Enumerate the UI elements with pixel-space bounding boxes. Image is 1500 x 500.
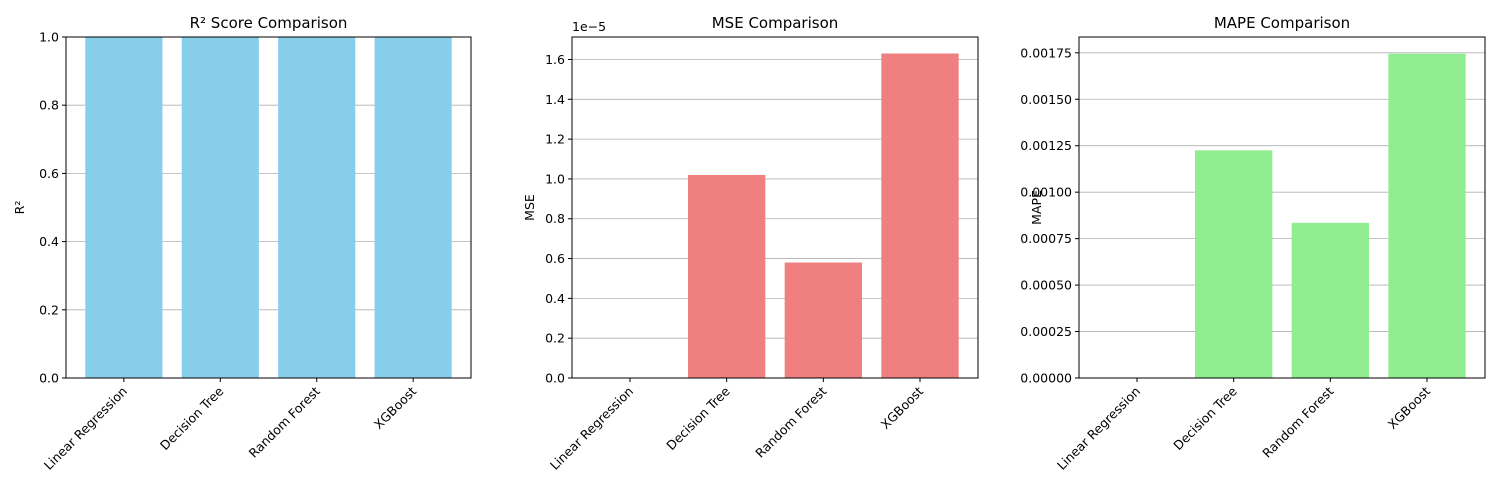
y-offset-text: 1e−5	[572, 19, 606, 34]
bar	[688, 174, 766, 378]
y-tick-label: 0.8	[39, 98, 59, 113]
bar	[784, 262, 862, 378]
bar	[181, 37, 259, 378]
chart-title: MAPE Comparison	[1214, 14, 1350, 32]
y-tick-label: 1.0	[545, 171, 565, 186]
y-tick-label: 1.6	[545, 52, 565, 67]
y-axis-label: MSE	[522, 194, 537, 221]
y-tick-label: 0.00100	[1020, 185, 1072, 200]
bar	[1195, 150, 1273, 378]
chart-panel-1: 0.0 0.2 0.4 0.6 0.8 1.0 Linear Regression Decis…	[12, 14, 472, 473]
y-tick-label: 0.00050	[1020, 278, 1072, 293]
x-tick-label: Random Forest	[1259, 383, 1336, 460]
chart-title: R² Score Comparison	[190, 14, 348, 32]
y-tick-label: 1.2	[545, 132, 565, 147]
x-tick-label: Random Forest	[246, 383, 323, 460]
y-tick-label: 1.4	[545, 92, 565, 107]
bar	[278, 37, 356, 378]
x-tick-label: Decision Tree	[1170, 383, 1240, 453]
y-tick-label: 0.6	[39, 166, 59, 181]
y-axis-label: R²	[12, 201, 27, 215]
y-tick-label: 0.8	[545, 211, 565, 226]
y-tick-label: 0.0	[545, 371, 565, 386]
bar	[1291, 222, 1369, 378]
x-tick-label: XGBoost	[1385, 383, 1434, 432]
y-tick-label: 0.0	[39, 371, 59, 386]
axes-frame	[1078, 36, 1486, 379]
x-tick-label: Decision Tree	[157, 383, 227, 453]
axes-frame	[65, 36, 472, 379]
y-tick-label: 0.4	[39, 234, 59, 249]
y-tick-label: 0.2	[545, 331, 565, 346]
x-tick-label: XGBoost	[878, 383, 927, 432]
x-tick-label: Random Forest	[752, 383, 829, 460]
y-tick-label: 0.00150	[1020, 92, 1072, 107]
y-tick-label: 0.00075	[1020, 231, 1072, 246]
bar	[85, 37, 163, 378]
y-tick-label: 0.00175	[1020, 45, 1072, 60]
y-tick-label: 0.00125	[1020, 138, 1072, 153]
x-tick-label: Linear Regression	[41, 384, 130, 473]
chart-panel-3: 0.00000 0.00025 0.00050 0.00075 0.00100 0.001…	[1020, 14, 1486, 473]
bar	[1388, 53, 1466, 379]
y-tick-label: 0.00025	[1020, 324, 1072, 339]
y-tick-label: 0.2	[39, 302, 59, 317]
bar	[881, 53, 959, 379]
axes-frame	[571, 36, 979, 379]
y-axis-label: MAPE	[1029, 190, 1044, 225]
x-tick-label: Decision Tree	[663, 383, 733, 453]
y-tick-label: 0.00000	[1020, 371, 1072, 386]
chart-title: MSE Comparison	[712, 14, 839, 32]
x-tick-label: Linear Regression	[1054, 384, 1143, 473]
chart-panel-2: 0.0 0.2 0.4 0.6 0.8 1.0 1.2 1.4 1.6 Linear Regres…	[522, 14, 979, 473]
y-tick-label: 0.4	[545, 291, 565, 306]
bar	[374, 37, 452, 378]
x-tick-label: XGBoost	[371, 383, 420, 432]
y-tick-label: 1.0	[39, 30, 59, 45]
y-tick-label: 0.6	[545, 251, 565, 266]
x-tick-label: Linear Regression	[547, 384, 636, 473]
